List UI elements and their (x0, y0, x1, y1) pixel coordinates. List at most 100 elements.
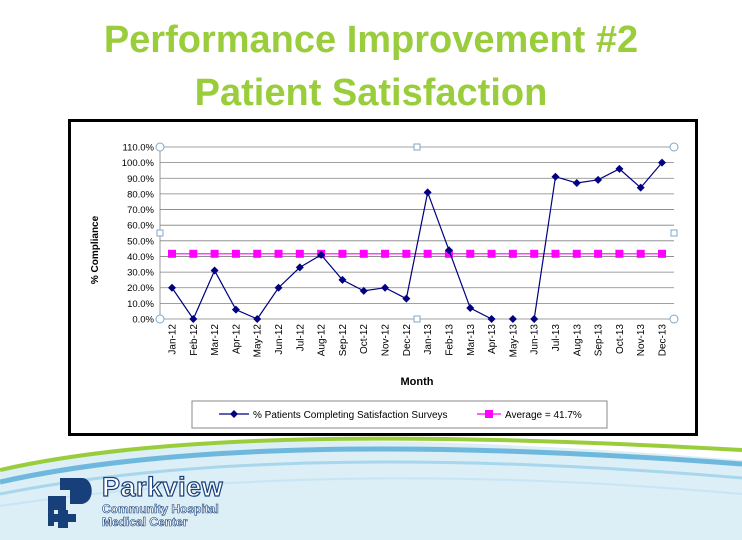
x-tick-label-Sep-12: Sep-12 (338, 324, 349, 357)
average-marker-May-12 (253, 249, 262, 258)
logo-line2: Community Hospital (102, 502, 219, 517)
series-point-Jan-12 (168, 283, 176, 292)
series-point-Jan-13 (423, 188, 432, 197)
slide-title-line1: Performance Improvement #2 (103, 19, 639, 61)
average-marker-May-13 (508, 249, 517, 258)
series-point-Apr-12 (231, 305, 240, 314)
x-tick-labels: Jan-12 Feb-12 Mar-12 Apr-12 May-12 Jun-12 Jul-… (168, 324, 669, 358)
average-marker-Apr-13 (487, 249, 496, 258)
series-point-Oct-12 (359, 286, 368, 295)
average-marker-Aug-13 (572, 249, 581, 258)
y-tick-label-1: 10.0% (127, 299, 154, 310)
corner-handle-3 (669, 314, 679, 324)
series-point-Jul-13 (551, 172, 560, 181)
series-point-Feb-13 (444, 246, 453, 255)
selection-handles (155, 142, 679, 324)
series-point-Apr-13 (487, 315, 496, 323)
x-tick-label-Mar-12: Mar-12 (210, 324, 221, 356)
series-point-Jun-12 (274, 283, 283, 292)
legend-box (191, 400, 608, 429)
series-point-May-13 (508, 315, 517, 323)
series-point-Jul-12 (295, 263, 304, 272)
y-tick-label-2: 20.0% (127, 283, 154, 294)
edge-handle-3 (670, 229, 678, 237)
x-tick-label-Feb-12: Feb-12 (189, 324, 200, 356)
corner-handle-2 (155, 314, 165, 324)
logo-line3: Medical Center (102, 515, 188, 530)
y-tick-label-4: 40.0% (127, 252, 154, 263)
y-tick-labels: 0.0% 10.0% 20.0% 30.0% 40.0% 50.0% 60.0% 70.0% 8… (122, 143, 155, 326)
y-axis-label: % Compliance (90, 215, 101, 284)
x-tick-label-Oct-13: Oct-13 (615, 324, 626, 354)
y-tick-label-9: 90.0% (127, 174, 154, 185)
series-point-Aug-12 (317, 250, 326, 259)
parkview-logo: Parkview Community Hospital Medical Cent… (44, 471, 254, 534)
x-tick-label-Dec-12: Dec-12 (402, 324, 413, 357)
parkview-logo-mark (48, 478, 92, 528)
average-marker-Oct-12 (359, 249, 368, 258)
average-marker-Oct-13 (615, 249, 624, 258)
edge-handle-0 (413, 143, 421, 151)
edge-handle-2 (156, 229, 164, 237)
series-point-Oct-13 (615, 164, 624, 173)
series-point-Dec-13 (658, 158, 666, 167)
series-point-Mar-13 (466, 304, 475, 313)
y-tick-label-5: 50.0% (127, 236, 154, 247)
average-marker-Sep-13 (594, 249, 603, 258)
grid-lines (159, 146, 674, 320)
average-marker-Nov-12 (381, 249, 390, 258)
average-marker-Jun-13 (530, 249, 539, 258)
x-tick-label-Jan-12: Jan-12 (168, 324, 179, 355)
average-marker-Jul-13 (551, 249, 560, 258)
y-tick-label-11: 110.0% (122, 143, 154, 154)
x-tick-label-Jul-13: Jul-13 (551, 324, 562, 352)
average-marker-Jul-12 (295, 249, 304, 258)
x-tick-label-Apr-12: Apr-12 (231, 324, 242, 354)
series-point-Sep-12 (338, 275, 347, 284)
x-tick-label-Nov-13: Nov-13 (636, 324, 647, 357)
legend-series-label: % Patients Completing Satisfaction Surve… (253, 410, 448, 421)
average-marker-Mar-13 (466, 249, 475, 258)
y-tick-label-10: 100.0% (122, 158, 155, 169)
chart-frame: 0.0% 10.0% 20.0% 30.0% 40.0% 50.0% 60.0% 70.0% 8… (68, 119, 698, 436)
legend: % Patients Completing Satisfaction Surve… (191, 400, 608, 429)
x-tick-label-Nov-12: Nov-12 (381, 324, 392, 357)
series-line-segment (171, 190, 492, 321)
x-tick-label-Aug-13: Aug-13 (572, 324, 583, 357)
y-tick-label-8: 80.0% (127, 189, 154, 200)
x-tick-label-Jan-13: Jan-13 (423, 324, 434, 355)
x-tick-label-Jun-12: Jun-12 (274, 324, 285, 355)
x-tick-label-May-13: May-13 (508, 324, 519, 358)
average-marker-Jan-12 (168, 249, 176, 258)
x-tick-label-Jun-13: Jun-13 (530, 324, 541, 355)
average-marker-Apr-12 (231, 249, 240, 258)
average-marker-Nov-13 (636, 249, 645, 258)
series-point-Feb-12 (189, 315, 198, 323)
y-tick-label-7: 70.0% (127, 205, 154, 216)
series-point-Jun-13 (530, 315, 539, 323)
series-point-May-12 (253, 315, 262, 323)
logo-name: Parkview (101, 471, 224, 502)
series-point-Sep-13 (594, 175, 603, 184)
y-tick-label-6: 60.0% (127, 221, 154, 232)
x-tick-label-Aug-12: Aug-12 (317, 324, 328, 357)
average-marker-Jun-12 (274, 249, 283, 258)
corner-handle-0 (155, 142, 165, 152)
x-tick-label-Apr-13: Apr-13 (487, 324, 498, 354)
compliance-chart: 0.0% 10.0% 20.0% 30.0% 40.0% 50.0% 60.0% 70.0% 8… (90, 142, 679, 429)
x-tick-label-Oct-12: Oct-12 (359, 324, 370, 354)
average-marker-Dec-13 (658, 249, 666, 258)
average-marker-Jan-13 (423, 249, 432, 258)
x-tick-label-Jul-12: Jul-12 (295, 324, 306, 352)
series-point-Nov-12 (381, 283, 390, 292)
edge-handle-1 (413, 315, 421, 323)
legend-series-marker (230, 410, 238, 418)
series-point-Dec-12 (402, 294, 411, 303)
x-tick-label-May-12: May-12 (253, 324, 264, 358)
x-tick-label-Feb-13: Feb-13 (444, 324, 455, 356)
slide-title-line2: Patient Satisfaction (194, 72, 548, 114)
x-axis-label: Month (401, 376, 434, 388)
average-marker-Mar-12 (210, 249, 219, 258)
average-marker-Feb-12 (189, 249, 198, 258)
legend-average-label: Average = 41.7% (505, 410, 582, 421)
